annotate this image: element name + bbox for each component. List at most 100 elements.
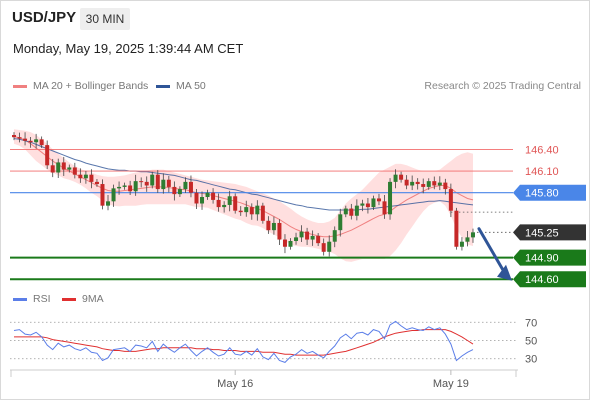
resistance-label: 146.10 — [525, 166, 559, 178]
candle-up — [288, 240, 293, 247]
candle-down — [382, 201, 387, 215]
bollinger-swatch — [13, 84, 27, 88]
candle-down — [50, 165, 55, 173]
candle-up — [360, 203, 365, 206]
last-price-tag — [513, 224, 586, 241]
candle-down — [211, 192, 216, 200]
candle-up — [343, 208, 348, 215]
candle-up — [122, 185, 127, 187]
candle-down — [28, 140, 33, 143]
candle-down — [432, 181, 437, 186]
candle-down — [78, 174, 83, 179]
candle-down — [12, 135, 16, 138]
candle-down — [277, 222, 282, 240]
candle-up — [56, 162, 61, 173]
research-credit: Research © 2025 Trading Central — [424, 80, 581, 92]
instrument-title: USD/JPY — [12, 9, 77, 26]
forecast-arrow — [477, 227, 506, 274]
candle-down — [443, 182, 448, 190]
candle-up — [67, 167, 72, 170]
pivot-tag — [513, 184, 586, 201]
forecast-arrowhead — [497, 264, 512, 281]
candle-up — [299, 231, 304, 238]
rsi-line — [13, 320, 474, 363]
candle-down — [89, 174, 94, 182]
candle-down — [188, 181, 193, 193]
candle-up — [83, 174, 88, 179]
timeframe-button[interactable]: 30 MIN — [80, 8, 130, 30]
candle-up — [327, 241, 332, 252]
candle-down — [72, 167, 77, 175]
candle-up — [354, 205, 359, 216]
support-tag — [513, 271, 586, 288]
candle-up — [200, 197, 205, 204]
candle-down — [23, 138, 28, 141]
candle-down — [238, 210, 243, 213]
candle-down — [249, 207, 254, 215]
x-tick-label: May 16 — [217, 378, 253, 390]
candle-down — [233, 196, 238, 211]
legend-ma50: MA 50 — [156, 80, 206, 92]
candle-down — [448, 189, 453, 211]
legend-bollinger: MA 20 + Bollinger Bands — [13, 80, 148, 92]
candle-up — [111, 188, 116, 202]
candle-down — [376, 198, 381, 202]
x-tick-label: May 19 — [433, 378, 469, 390]
bollinger-band-fill — [14, 129, 473, 262]
candle-down — [39, 139, 44, 146]
rsi-swatch — [13, 297, 27, 301]
candle-up — [388, 181, 393, 215]
candle-down — [282, 239, 287, 247]
candle-up — [255, 205, 260, 215]
candle-down — [144, 181, 149, 186]
candle-up — [222, 204, 227, 208]
candle-up — [271, 222, 276, 231]
candle-down — [316, 235, 321, 244]
rsi-tick-label: 70 — [525, 317, 537, 329]
support-tag — [513, 249, 586, 266]
legend-rsi-ma-label: 9MA — [82, 293, 104, 305]
candle-down — [321, 243, 326, 252]
ma50-swatch — [156, 84, 170, 88]
rsi-tick-label: 30 — [525, 354, 537, 366]
legend-rsi-label: RSI — [33, 293, 51, 305]
support-label: 144.90 — [525, 253, 559, 265]
last-price-label: 145.25 — [525, 227, 559, 239]
candle-up — [117, 186, 122, 189]
rsi-ma-line — [14, 329, 474, 356]
candle-down — [128, 185, 133, 192]
candle-up — [294, 237, 299, 241]
candle-up — [205, 192, 210, 198]
candle-up — [227, 196, 232, 205]
candle-down — [45, 145, 50, 166]
candle-down — [260, 205, 265, 221]
candle-up — [332, 230, 337, 242]
candle-down — [100, 184, 105, 206]
candle-up — [244, 207, 249, 213]
candle-down — [139, 181, 144, 183]
candle-up — [161, 179, 166, 190]
candle-down — [266, 220, 271, 231]
candle-up — [459, 241, 464, 247]
legend-ma50-label: MA 50 — [176, 80, 206, 92]
candle-down — [365, 203, 370, 208]
legend-rsi: RSI — [13, 293, 51, 305]
pivot-label: 145.80 — [525, 188, 559, 200]
candle-up — [393, 174, 398, 182]
rsi-tick-label: 50 — [525, 336, 537, 348]
candle-up — [338, 214, 343, 231]
candle-up — [150, 174, 155, 186]
candle-down — [404, 179, 409, 186]
candle-down — [216, 199, 221, 208]
legend-bollinger-label: MA 20 + Bollinger Bands — [33, 80, 149, 92]
candle-down — [61, 162, 66, 170]
candle-up — [465, 237, 470, 242]
candle-up — [106, 201, 111, 206]
ma50-line — [13, 138, 474, 211]
candle-down — [399, 174, 404, 180]
support-label: 144.60 — [525, 274, 559, 286]
candle-down — [194, 192, 199, 204]
candle-down — [349, 208, 354, 216]
candle-down — [94, 181, 99, 185]
